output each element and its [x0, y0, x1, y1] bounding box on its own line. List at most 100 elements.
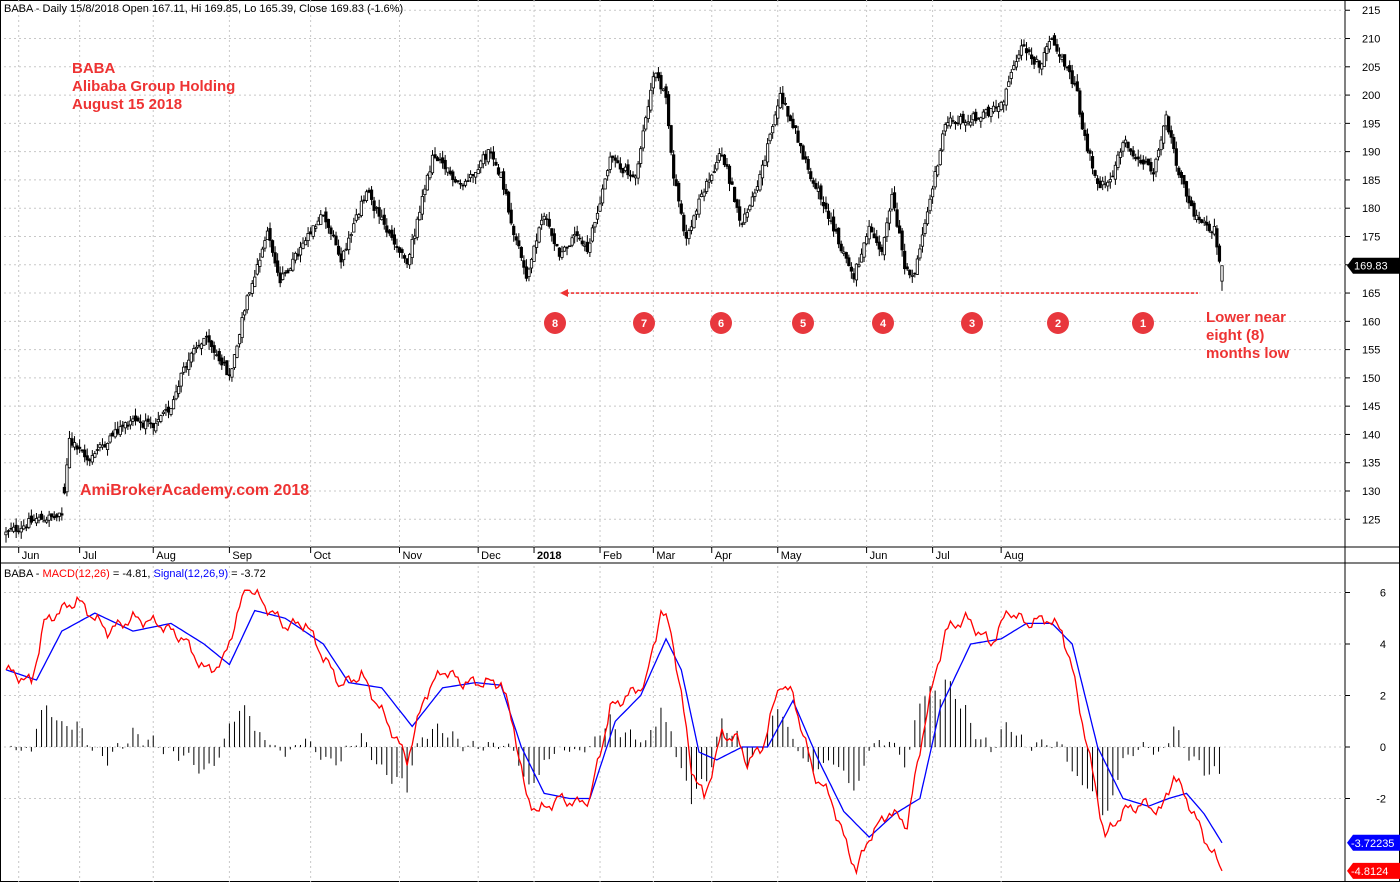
candle [100, 438, 105, 450]
candle [471, 173, 475, 183]
candle-body [1197, 216, 1201, 221]
candle [1057, 47, 1062, 63]
candle-body [144, 420, 148, 430]
candle-body [187, 359, 191, 370]
candle [831, 209, 836, 237]
candle [842, 246, 846, 257]
candle-body [1174, 148, 1178, 166]
candle-body [590, 227, 595, 242]
candle-body [80, 449, 84, 452]
marker-circle [792, 312, 814, 334]
candle [819, 183, 823, 206]
candle-body [573, 234, 577, 237]
candle [329, 225, 333, 241]
candle [613, 154, 617, 168]
candle [976, 117, 980, 120]
candle-body [1088, 150, 1092, 154]
candle [486, 149, 490, 165]
candle [1012, 60, 1016, 71]
candle [953, 121, 958, 130]
candle-body [443, 159, 447, 170]
candle-body [958, 116, 963, 125]
candle-body [65, 464, 69, 493]
candle [626, 159, 630, 179]
candle [248, 292, 252, 297]
candle-body [793, 125, 798, 129]
candle-body [435, 157, 440, 162]
candle-body [606, 170, 610, 177]
candle-body [613, 157, 617, 161]
candle [821, 196, 826, 214]
candle [357, 213, 361, 220]
candle-body [748, 205, 752, 211]
candle-body [882, 237, 886, 256]
candle [1098, 176, 1102, 189]
candle-body [707, 179, 711, 183]
month-label: Feb [603, 550, 622, 562]
candle [309, 227, 313, 235]
candle [458, 179, 463, 189]
candle [146, 415, 150, 427]
candle-body [984, 109, 988, 114]
candle [1078, 87, 1082, 118]
candle-body [969, 121, 973, 126]
candle-body [951, 120, 955, 122]
candle-body [1093, 170, 1097, 176]
price-tick-label: 125 [1362, 514, 1380, 526]
candle [717, 148, 721, 163]
candle [788, 114, 793, 122]
price-tick-label: 165 [1362, 288, 1380, 300]
candle [1002, 99, 1006, 113]
candle-body [1075, 81, 1079, 92]
candle [1103, 175, 1107, 189]
price-tick-label: 140 [1362, 429, 1380, 441]
candle-body [621, 167, 625, 174]
candle [979, 116, 983, 128]
candle-body [814, 183, 818, 189]
candle [466, 173, 470, 183]
candle [1080, 110, 1084, 130]
candle [78, 439, 82, 454]
candle-body [390, 229, 394, 238]
candle [291, 252, 295, 272]
candle-body [783, 102, 787, 105]
candle [529, 257, 534, 274]
candle [489, 147, 493, 159]
candle-body [687, 230, 691, 240]
candle [773, 111, 777, 127]
candle-body [509, 209, 513, 224]
candle-body [778, 93, 782, 109]
candle-body [428, 171, 432, 179]
candle-body [479, 160, 483, 169]
candle [430, 150, 435, 175]
candle-body [339, 253, 343, 263]
candle [1141, 155, 1145, 170]
candle-body [519, 246, 523, 258]
candle-body [811, 180, 815, 184]
candle-body [575, 231, 579, 237]
candle [854, 263, 859, 287]
candle-body [1113, 164, 1117, 180]
candle [804, 151, 808, 164]
candle-body [359, 200, 364, 217]
candle-body [1156, 149, 1161, 158]
candle [715, 155, 719, 172]
candle-body [253, 276, 257, 287]
candle-body [694, 210, 699, 215]
candle-body [441, 157, 445, 164]
marker-circle [710, 312, 732, 334]
candle-body [692, 215, 696, 229]
candle [814, 178, 818, 190]
candle-body [903, 250, 907, 270]
candle-body [202, 337, 206, 346]
candle-body [1154, 158, 1158, 173]
price-tick-label: 205 [1362, 62, 1380, 74]
candle-body [329, 227, 333, 235]
candle [1009, 69, 1013, 85]
candle-body [24, 526, 28, 529]
candle [425, 173, 430, 191]
candle [108, 433, 112, 444]
candle-body [1167, 116, 1171, 133]
candle [928, 194, 932, 214]
candle-body [240, 317, 244, 339]
